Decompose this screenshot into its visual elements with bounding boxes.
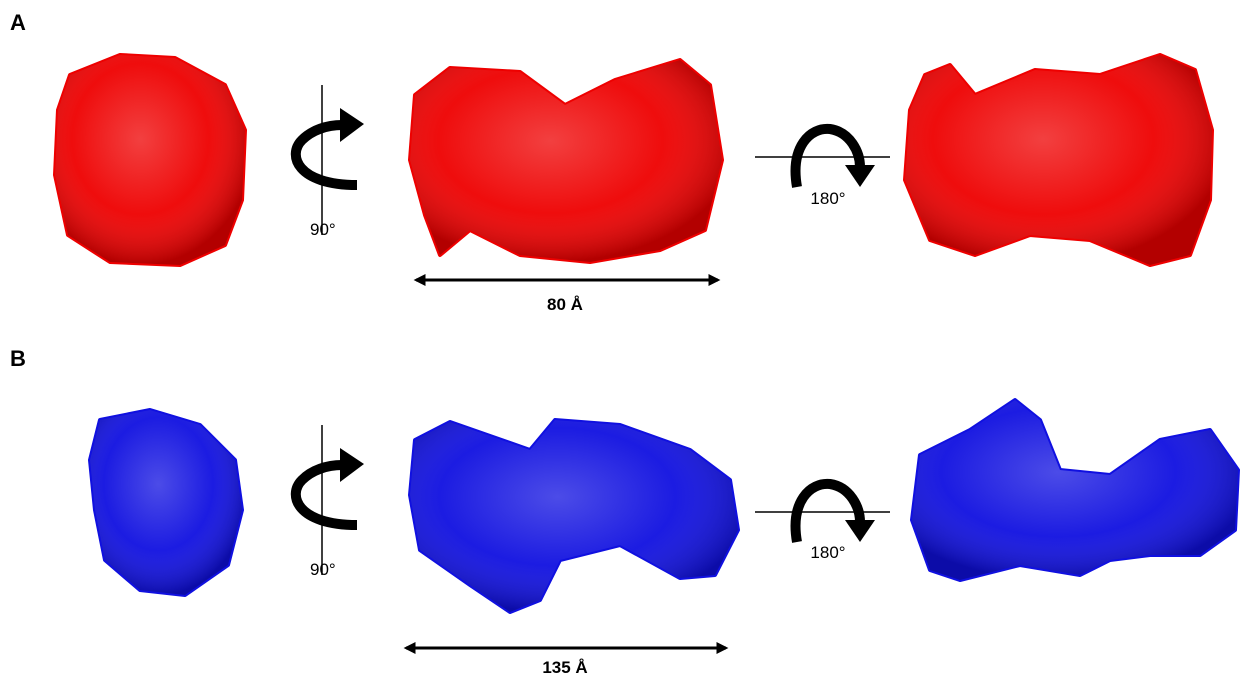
model-view <box>410 420 738 612</box>
rotation-icon <box>296 85 364 235</box>
dimension-label: 80 Å <box>547 295 583 314</box>
panel-label: A <box>10 10 26 35</box>
panel-b: B 90° 135 Å 180° <box>10 346 1238 677</box>
rotation-icon <box>755 129 890 187</box>
rotation-angle: 180° <box>810 189 845 208</box>
model-view <box>905 55 1212 265</box>
panel-label: B <box>10 346 26 371</box>
rotation-angle: 90° <box>310 220 336 239</box>
rotation-icon <box>296 425 364 575</box>
page: {"panels": [ {"label": "A", "color": "#e… <box>0 0 1245 679</box>
panel-a: A 90° 80 Å 180° <box>10 10 1212 314</box>
dimension-label: 135 Å <box>542 658 587 677</box>
model-view <box>410 60 722 262</box>
rotation-angle: 90° <box>310 560 336 579</box>
model-view <box>912 400 1238 580</box>
rotation-icon <box>755 484 890 542</box>
rotation-angle: 180° <box>810 543 845 562</box>
model-view <box>90 410 242 595</box>
figure: A 90° 80 Å 180° B 90° <box>0 0 1245 679</box>
model-view <box>55 55 245 265</box>
